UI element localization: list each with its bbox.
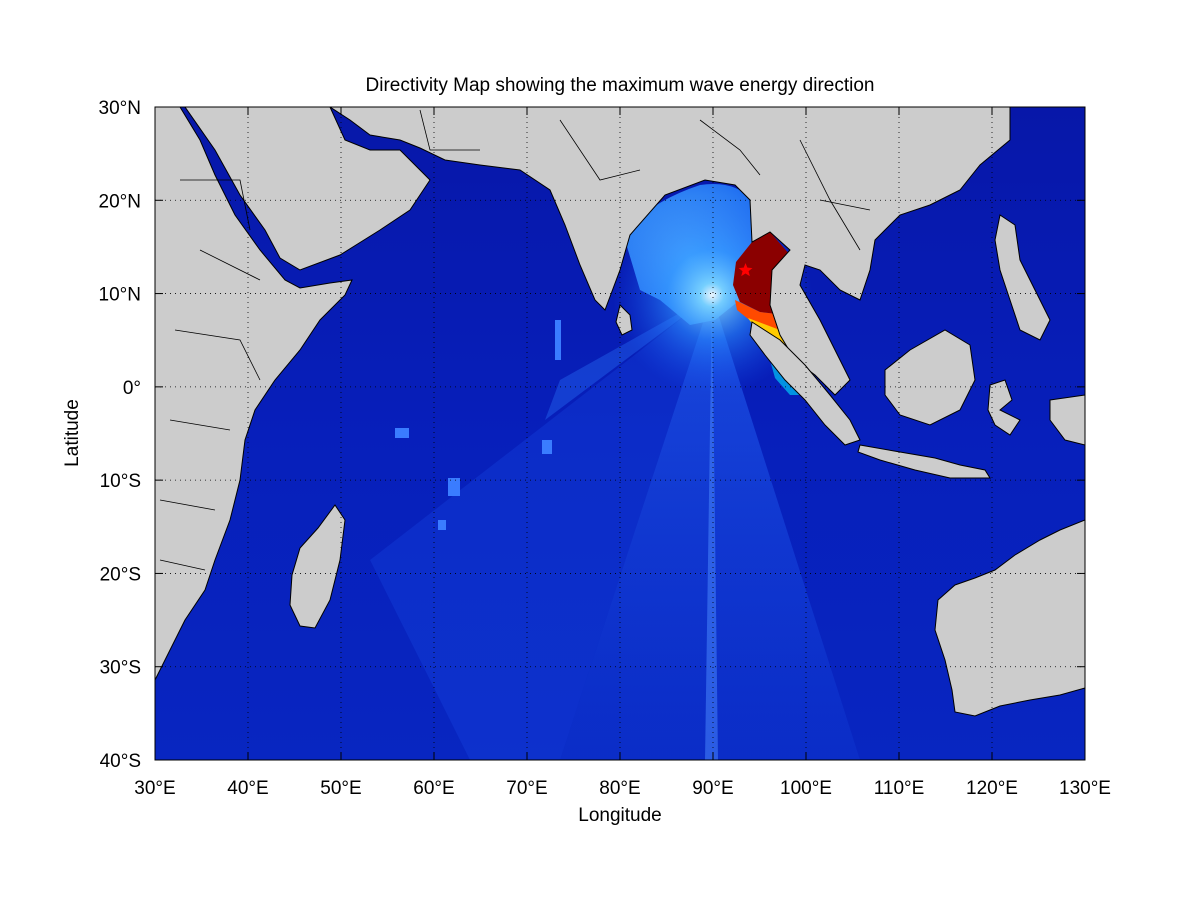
- new-guinea-landmass: [1049, 394, 1085, 446]
- map-title: Directivity Map showing the maximum wave…: [366, 75, 875, 96]
- africa-landmass: [155, 107, 353, 681]
- y-tick-label: 30°S: [100, 658, 141, 679]
- y-tick-label: 30°N: [99, 98, 141, 119]
- map-grid: [155, 107, 1085, 760]
- x-tick-label: 90°E: [692, 778, 733, 799]
- y-tick-label: 20°N: [99, 191, 141, 212]
- java-landmass: [857, 444, 991, 479]
- x-tick-label: 110°E: [874, 778, 925, 799]
- x-axis: 30°E 40°E 50°E 60°E 70°E 80°E 90°E 100°E 110°E 12…: [134, 107, 1111, 799]
- ocean-islands: [395, 320, 561, 530]
- x-tick-label: 80°E: [599, 778, 640, 799]
- asia-landmass: [329, 107, 1011, 396]
- x-tick-label: 50°E: [320, 778, 361, 799]
- y-tick-label: 10°N: [99, 285, 141, 306]
- y-tick-label: 20°S: [100, 564, 141, 585]
- x-tick-label: 30°E: [134, 778, 175, 799]
- x-axis-label: Longitude: [578, 805, 661, 826]
- x-tick-label: 70°E: [506, 778, 547, 799]
- y-tick-label: 0°: [123, 378, 141, 399]
- arabia-landmass: [184, 107, 431, 271]
- y-tick-label: 10°S: [100, 471, 141, 492]
- y-axis: 30°N 20°N 10°N 0° 10°S 20°S 30°S 40°S: [99, 98, 1085, 772]
- borneo-landmass: [884, 329, 976, 426]
- star-icon: [737, 261, 754, 278]
- madagascar-landmass: [289, 504, 346, 629]
- x-tick-label: 120°E: [966, 778, 1018, 799]
- y-tick-label: 40°S: [100, 751, 141, 772]
- x-tick-label: 60°E: [413, 778, 454, 799]
- sumatra-landmass: [749, 321, 861, 446]
- x-tick-label: 100°E: [780, 778, 832, 799]
- x-tick-label: 130°E: [1059, 778, 1111, 799]
- x-tick-label: 40°E: [227, 778, 268, 799]
- sulawesi-landmass: [987, 379, 1021, 436]
- australia-landmass: [934, 519, 1085, 717]
- philippines-landmass: [994, 214, 1051, 341]
- map-plot-area: [155, 107, 1085, 760]
- land-layer: [155, 107, 1085, 717]
- y-axis-label: Latitude: [62, 399, 83, 467]
